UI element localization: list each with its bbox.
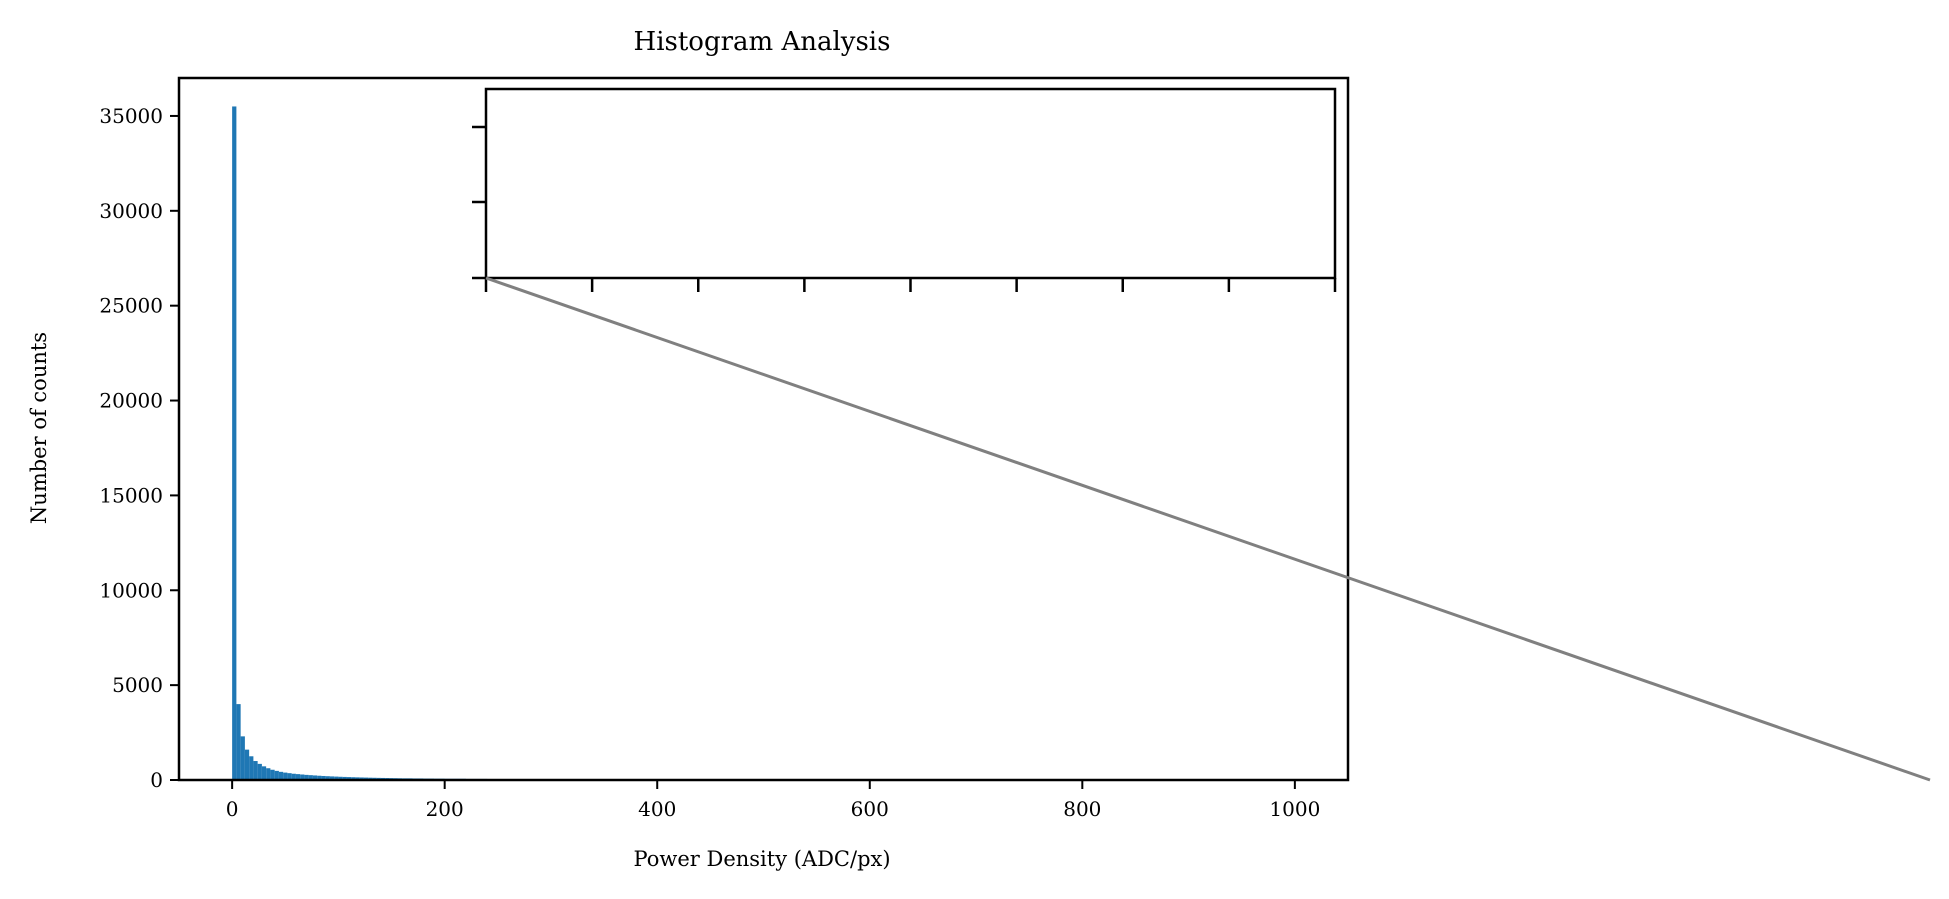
main-axes-frame — [177, 76, 1350, 782]
x-axis-ticks: 0 200 400 600 800 1000 — [226, 780, 1320, 821]
x-tick-label: 600 — [851, 797, 889, 821]
histogram-bar — [287, 773, 292, 780]
histogram-bar — [321, 775, 326, 780]
x-tick-label: 800 — [1063, 797, 1101, 821]
histogram-bar — [270, 769, 275, 780]
y-axis-ticks: 0 5000 10000 15000 20000 25000 30000 35000 — [99, 104, 179, 792]
histogram-bar — [253, 761, 258, 780]
histogram-bar — [240, 736, 245, 780]
x-tick-label: 1000 — [1269, 797, 1320, 821]
y-tick-label: 25000 — [99, 294, 163, 318]
histogram-bar — [338, 776, 343, 780]
histogram-bar — [346, 777, 352, 780]
histogram-bar — [317, 775, 322, 780]
y-tick-label: 15000 — [99, 483, 163, 507]
y-axis-label: Number of counts — [27, 332, 51, 524]
y-tick-label: 0 — [150, 768, 163, 792]
x-tick-label: 400 — [638, 797, 676, 821]
x-axis-label: Power Density (ADC/px) — [633, 847, 890, 871]
histogram-bar — [329, 776, 335, 780]
histogram-bar — [355, 777, 360, 780]
histogram-bar — [300, 774, 305, 780]
histogram-bar — [249, 756, 254, 780]
y-tick-label: 35000 — [99, 104, 163, 128]
inset-axes-frame — [484, 87, 1337, 280]
inset-ticks — [472, 125, 1337, 292]
y-tick-label: 20000 — [99, 389, 163, 413]
histogram-bar — [295, 774, 301, 780]
histogram-bar — [325, 776, 330, 780]
histogram-bar — [257, 763, 262, 780]
histogram-bar — [351, 777, 356, 780]
x-tick-label: 200 — [426, 797, 464, 821]
histogram-bar — [334, 776, 339, 780]
y-tick-label: 30000 — [99, 199, 163, 223]
x-tick-label: 0 — [226, 797, 239, 821]
histogram-bar — [274, 770, 279, 780]
histogram-bar — [291, 773, 296, 780]
y-tick-label: 5000 — [112, 673, 163, 697]
histogram-bar — [342, 776, 347, 780]
histogram-bar — [244, 749, 250, 780]
histogram-bar — [283, 772, 288, 780]
chart-title: Histogram Analysis — [634, 27, 891, 57]
histogram-bar — [261, 766, 267, 780]
histogram-bar — [278, 771, 284, 780]
histogram-bar — [232, 106, 237, 780]
histogram-bar — [266, 768, 271, 780]
histogram-bar — [359, 777, 364, 780]
histogram-bar — [236, 704, 241, 780]
histogram-bar — [304, 774, 309, 780]
histogram-bar — [308, 775, 313, 780]
inset-connector-line — [485, 276, 1931, 782]
y-tick-label: 10000 — [99, 578, 163, 602]
histogram-bar — [312, 775, 318, 780]
